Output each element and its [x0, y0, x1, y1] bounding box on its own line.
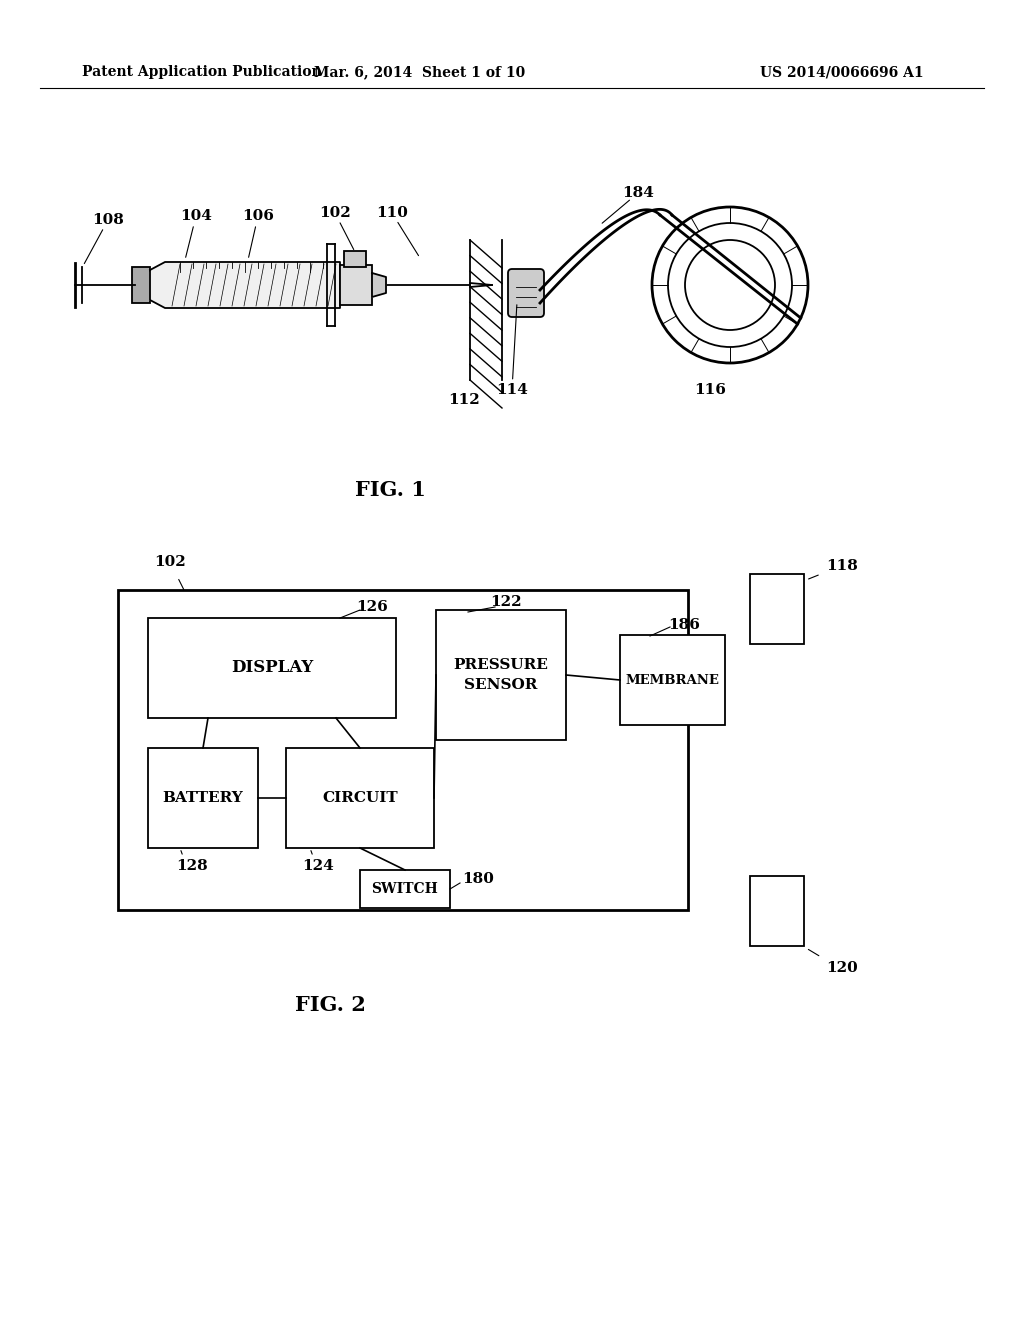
Text: 102: 102 [319, 206, 351, 220]
Bar [620, 635, 725, 725]
Bar [750, 574, 804, 644]
Bar [470, 240, 502, 380]
Text: MEMBRANE: MEMBRANE [626, 673, 720, 686]
Bar [436, 610, 566, 741]
Text: 104: 104 [180, 209, 212, 223]
Text: PRESSURE
SENSOR: PRESSURE SENSOR [454, 659, 549, 692]
Polygon shape [150, 261, 340, 308]
Bar [344, 251, 366, 267]
Circle shape [685, 240, 775, 330]
Text: FIG. 1: FIG. 1 [354, 480, 425, 500]
Text: Mar. 6, 2014  Sheet 1 of 10: Mar. 6, 2014 Sheet 1 of 10 [314, 65, 525, 79]
Text: 120: 120 [826, 961, 858, 975]
Text: 124: 124 [302, 859, 334, 873]
Bar [132, 267, 150, 304]
Bar [750, 876, 804, 946]
Text: 186: 186 [668, 618, 699, 632]
Text: Patent Application Publication: Patent Application Publication [82, 65, 322, 79]
Text: 108: 108 [92, 213, 124, 227]
Text: DISPLAY: DISPLAY [230, 660, 313, 676]
Text: 180: 180 [462, 873, 494, 886]
Text: 116: 116 [694, 383, 726, 397]
Text: BATTERY: BATTERY [163, 791, 244, 805]
Text: 110: 110 [376, 206, 408, 220]
Bar [340, 265, 372, 305]
Text: CIRCUIT: CIRCUIT [323, 791, 397, 805]
Text: SWITCH: SWITCH [372, 882, 438, 896]
Bar [148, 618, 396, 718]
Bar [148, 748, 258, 847]
Text: 118: 118 [826, 558, 858, 573]
Text: 184: 184 [622, 186, 654, 201]
Text: 112: 112 [449, 393, 480, 407]
Text: 122: 122 [490, 595, 521, 609]
Bar [286, 748, 434, 847]
Bar [360, 870, 450, 908]
Text: US 2014/0066696 A1: US 2014/0066696 A1 [760, 65, 924, 79]
FancyBboxPatch shape [508, 269, 544, 317]
Text: 106: 106 [242, 209, 274, 223]
Text: 114: 114 [496, 383, 528, 397]
Text: 126: 126 [356, 601, 388, 614]
Bar [118, 590, 688, 909]
Text: FIG. 2: FIG. 2 [295, 995, 366, 1015]
Text: 128: 128 [176, 859, 208, 873]
Text: 102: 102 [155, 554, 186, 569]
Polygon shape [372, 273, 386, 297]
